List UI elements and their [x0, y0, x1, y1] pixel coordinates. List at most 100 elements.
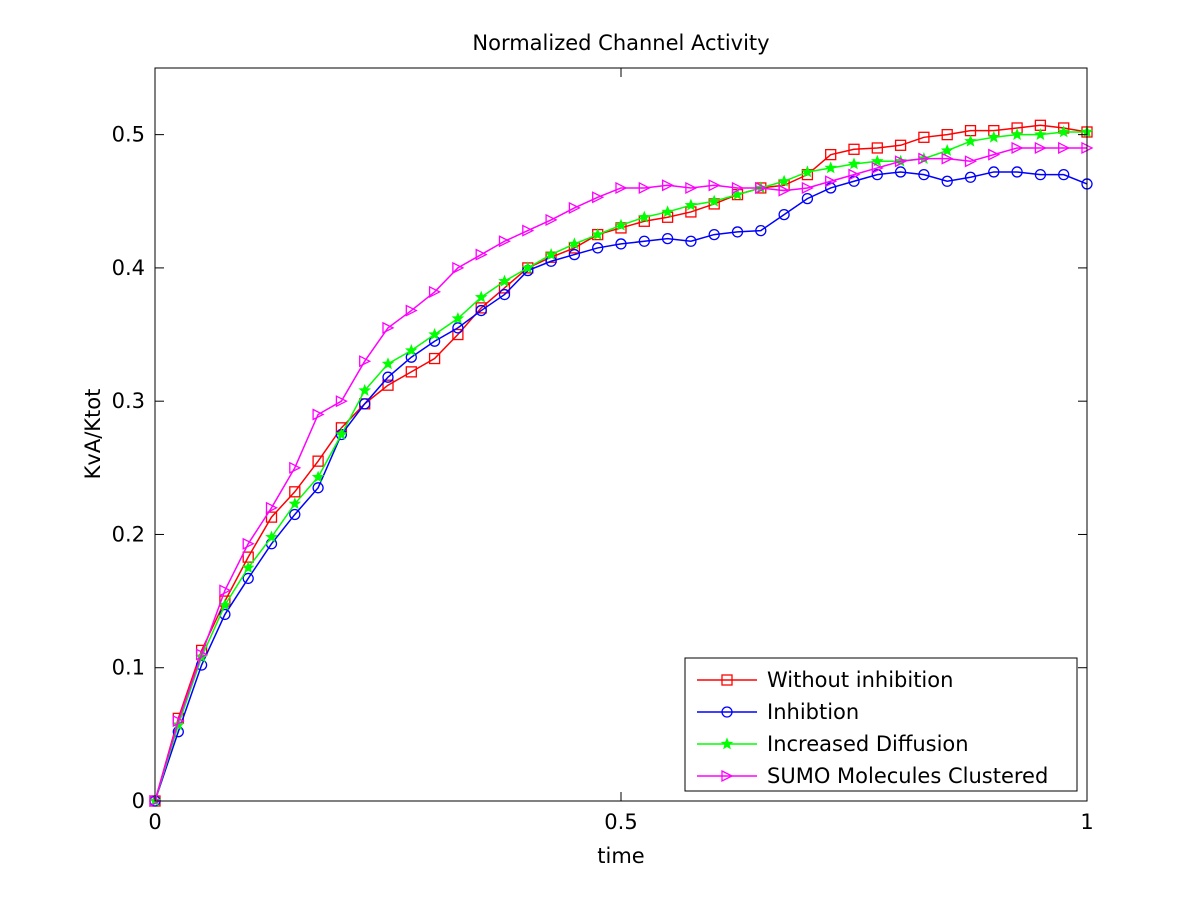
data-point — [638, 210, 651, 223]
data-point — [684, 198, 698, 211]
data-point — [568, 201, 581, 214]
legend-marker — [720, 737, 734, 750]
data-point — [335, 395, 348, 408]
data-point — [312, 455, 324, 467]
data-point — [405, 304, 418, 317]
y-tick-label: 0.1 — [112, 656, 145, 680]
data-point — [475, 304, 487, 317]
data-point — [451, 311, 465, 324]
ticks-layer: 0 0.5 1 0 0.1 0.2 0.3 0.4 0.5 — [112, 68, 1094, 834]
data-point — [242, 572, 254, 585]
data-point — [685, 235, 697, 247]
legend: Without inhibition Inhibtion Increased Dif… — [684, 657, 1078, 792]
legend-label: Inhibtion — [767, 700, 859, 724]
data-point — [941, 128, 953, 141]
legend-items: Without inhibition Inhibtion Increased Dif… — [697, 668, 1048, 788]
data-point — [731, 226, 744, 238]
data-point — [988, 166, 1000, 178]
data-point — [382, 379, 394, 391]
y-tick-label: 0 — [132, 789, 145, 813]
data-point — [359, 355, 372, 368]
data-point — [918, 152, 931, 165]
data-point — [964, 171, 977, 183]
data-point — [661, 232, 674, 245]
data-point — [848, 175, 860, 187]
data-point — [1011, 141, 1024, 155]
data-point — [964, 134, 977, 147]
data-point — [265, 530, 278, 543]
data-point — [755, 181, 768, 194]
data-point — [661, 205, 674, 218]
data-point — [918, 168, 930, 181]
y-tick-label: 0.3 — [112, 389, 145, 413]
data-point — [381, 357, 395, 370]
data-point — [289, 461, 302, 474]
data-point — [288, 497, 302, 510]
data-point — [428, 327, 441, 340]
data-point — [1058, 168, 1070, 181]
data-point — [311, 470, 325, 483]
data-point — [801, 192, 814, 205]
data-point — [1057, 125, 1070, 138]
x-tick-label: 0 — [148, 810, 161, 834]
data-point — [591, 228, 604, 240]
series-line — [154, 171, 1088, 802]
data-point — [615, 238, 627, 250]
data-point — [474, 290, 488, 303]
data-point — [172, 714, 185, 728]
x-tick-label: 0.5 — [604, 810, 637, 834]
data-point — [1011, 166, 1023, 178]
data-point — [708, 179, 721, 192]
series-layer — [148, 119, 1094, 808]
legend-label: Increased Diffusion — [767, 732, 969, 756]
data-point — [614, 218, 628, 231]
data-point — [940, 144, 954, 156]
legend-entry-1: Without inhibition — [697, 668, 953, 692]
y-tick-label: 0.4 — [112, 256, 145, 280]
data-point — [755, 224, 767, 237]
data-point — [498, 274, 511, 287]
data-point — [405, 366, 417, 378]
data-point — [242, 537, 255, 550]
data-point — [1010, 128, 1024, 140]
legend-label: SUMO Molecules Clustered — [767, 764, 1048, 788]
data-point — [661, 179, 675, 192]
series-4 — [149, 141, 1094, 808]
data-point — [312, 482, 324, 494]
data-point — [685, 181, 698, 194]
data-point — [894, 139, 907, 151]
data-point — [405, 343, 418, 356]
series-line — [154, 147, 1087, 802]
data-point — [289, 508, 301, 521]
data-point — [941, 152, 954, 165]
data-point — [871, 161, 884, 175]
data-point — [871, 168, 883, 181]
legend-marker — [721, 706, 733, 718]
data-point — [778, 184, 791, 197]
legend-label: Without inhibition — [767, 668, 953, 692]
data-point — [382, 321, 395, 334]
data-point — [1034, 168, 1047, 181]
x-tick-label: 1 — [1080, 810, 1093, 834]
data-point — [825, 148, 837, 161]
legend-entry-3: Increased Diffusion — [697, 732, 969, 756]
data-point — [824, 161, 837, 174]
y-tick-label: 0.2 — [112, 522, 145, 546]
data-point — [452, 322, 464, 334]
data-point — [778, 208, 790, 221]
data-point — [358, 383, 371, 396]
data-point — [289, 486, 301, 498]
data-point — [265, 501, 278, 514]
data-point — [428, 285, 442, 298]
data-point — [825, 175, 838, 188]
legend-entry-4: SUMO Molecules Clustered — [697, 764, 1048, 788]
data-point — [1034, 141, 1047, 155]
data-point — [964, 155, 977, 168]
data-point — [1034, 128, 1047, 140]
data-point — [592, 242, 604, 254]
data-point — [871, 142, 883, 154]
data-point — [707, 194, 721, 207]
data-point — [777, 174, 791, 187]
